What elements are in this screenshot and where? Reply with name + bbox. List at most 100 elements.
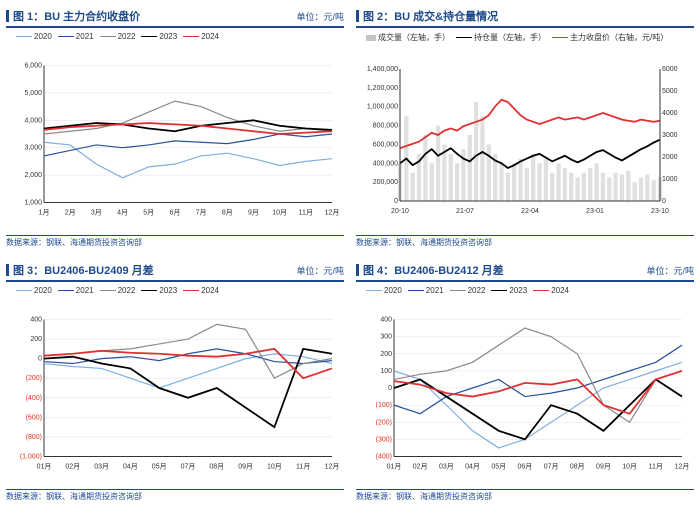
chart2-title-row: 图 2：BU 成交&持仓量情况 xyxy=(356,6,694,28)
svg-text:20-10: 20-10 xyxy=(391,208,409,215)
svg-text:1,000: 1,000 xyxy=(24,200,42,207)
chart3-panel: 图 3：BU2406-BU2409 月差 单位：元/吨 202020212022… xyxy=(6,260,344,502)
chart4-legend: 20202021202220232024 xyxy=(356,284,694,297)
svg-text:7月: 7月 xyxy=(196,209,207,217)
svg-text:0: 0 xyxy=(388,385,392,392)
svg-text:02月: 02月 xyxy=(65,463,80,471)
legend-item: 2023 xyxy=(141,286,177,295)
svg-text:200,000: 200,000 xyxy=(373,179,398,186)
chart1-unit: 单位：元/吨 xyxy=(296,10,344,23)
legend-item: 2024 xyxy=(183,32,219,41)
svg-text:07月: 07月 xyxy=(181,463,196,471)
svg-text:1,200,000: 1,200,000 xyxy=(367,85,398,92)
svg-text:6000: 6000 xyxy=(662,66,678,73)
svg-text:5月: 5月 xyxy=(143,209,154,217)
svg-text:5000: 5000 xyxy=(662,88,678,95)
svg-text:12月: 12月 xyxy=(325,209,340,217)
svg-text:3月: 3月 xyxy=(91,209,102,217)
legend-item: 2023 xyxy=(141,32,177,41)
chart4-title-row: 图 4：BU2406-BU2412 月差 单位：元/吨 xyxy=(356,260,694,282)
legend-item: 2022 xyxy=(100,286,136,295)
svg-text:12月: 12月 xyxy=(675,463,690,471)
chart3: (1,000)(800)(600)(400)(200)020040001月02月… xyxy=(10,299,340,487)
svg-text:6,000: 6,000 xyxy=(24,63,42,70)
legend-item: 2020 xyxy=(16,286,52,295)
svg-text:01月: 01月 xyxy=(387,463,402,471)
svg-text:3000: 3000 xyxy=(662,132,678,139)
svg-text:(200): (200) xyxy=(376,419,392,426)
svg-text:22-04: 22-04 xyxy=(521,208,539,215)
svg-text:05月: 05月 xyxy=(491,463,506,471)
legend-item: 2021 xyxy=(408,286,444,295)
chart3-source: 数据来源：钢联、海通期货投资咨询部 xyxy=(6,489,344,502)
chart4: (400)(300)(200)(100)010020030040001月02月0… xyxy=(360,299,690,487)
svg-text:08月: 08月 xyxy=(570,463,585,471)
svg-text:0: 0 xyxy=(38,356,42,363)
chart1-panel: 图 1：BU 主力合约收盘价 单位：元/吨 202020212022202320… xyxy=(6,6,344,248)
svg-text:10月: 10月 xyxy=(622,463,637,471)
svg-text:12月: 12月 xyxy=(325,463,340,471)
svg-text:11月: 11月 xyxy=(296,463,310,471)
svg-text:06月: 06月 xyxy=(518,463,533,471)
chart1-title: 图 1：BU 主力合约收盘价 xyxy=(13,8,140,24)
svg-text:11月: 11月 xyxy=(649,463,663,471)
svg-text:(1,000): (1,000) xyxy=(20,454,42,461)
chart4-unit: 单位：元/吨 xyxy=(646,264,694,277)
svg-text:(600): (600) xyxy=(26,414,42,421)
svg-text:04月: 04月 xyxy=(123,463,138,471)
svg-text:4000: 4000 xyxy=(662,110,678,117)
title-bar-icon xyxy=(6,264,9,276)
chart1-legend: 20202021202220232024 xyxy=(6,30,344,43)
legend-item: 主力收盘价（右轴，元/吨） xyxy=(552,32,668,43)
svg-text:400: 400 xyxy=(30,317,42,324)
svg-text:(400): (400) xyxy=(376,454,392,461)
svg-text:09月: 09月 xyxy=(596,463,611,471)
svg-text:(400): (400) xyxy=(26,395,42,402)
svg-text:400,000: 400,000 xyxy=(373,160,398,167)
svg-text:6月: 6月 xyxy=(169,209,180,217)
svg-text:3,000: 3,000 xyxy=(24,145,42,152)
chart2-title: 图 2：BU 成交&持仓量情况 xyxy=(363,8,498,24)
svg-text:2000: 2000 xyxy=(662,154,678,161)
legend-item: 2021 xyxy=(58,32,94,41)
legend-item: 2022 xyxy=(450,286,486,295)
svg-text:02月: 02月 xyxy=(413,463,428,471)
svg-text:(800): (800) xyxy=(26,434,42,441)
chart2-legend: 成交量（左轴，手） 持仓量（左轴，手） 主力收盘价（右轴，元/吨） xyxy=(356,30,694,45)
title-bar-icon xyxy=(6,10,9,22)
legend-item: 持仓量（左轴，手） xyxy=(456,32,546,43)
svg-text:(300): (300) xyxy=(376,436,392,443)
chart1: 1,0002,0003,0004,0005,0006,0001月2月3月4月5月… xyxy=(10,45,340,233)
svg-text:11月: 11月 xyxy=(299,209,313,217)
legend-item: 2020 xyxy=(366,286,402,295)
chart3-title-row: 图 3：BU2406-BU2409 月差 单位：元/吨 xyxy=(6,260,344,282)
svg-text:400: 400 xyxy=(380,317,392,324)
legend-item: 2024 xyxy=(183,286,219,295)
svg-text:4,000: 4,000 xyxy=(24,117,42,124)
chart4-panel: 图 4：BU2406-BU2412 月差 单位：元/吨 2020 2021 2022… xyxy=(356,260,694,502)
chart4-title: 图 4：BU2406-BU2412 月差 xyxy=(363,262,504,278)
svg-text:04月: 04月 xyxy=(465,463,480,471)
svg-text:09月: 09月 xyxy=(238,463,253,471)
chart2-panel: 图 2：BU 成交&持仓量情况 成交量（左轴，手） 持仓量（左轴，手） 主力收盘价（… xyxy=(356,6,694,248)
svg-text:0: 0 xyxy=(394,198,398,205)
title-bar-icon xyxy=(356,264,359,276)
svg-text:1000: 1000 xyxy=(662,176,678,183)
chart3-title: 图 3：BU2406-BU2409 月差 xyxy=(13,262,154,278)
svg-text:2月: 2月 xyxy=(65,209,76,217)
chart1-source: 数据来源：钢联、海通期货投资咨询部 xyxy=(6,235,344,248)
chart3-unit: 单位：元/吨 xyxy=(296,264,344,277)
svg-text:0: 0 xyxy=(662,198,666,205)
chart2-source: 数据来源：钢联、海通期货投资咨询部 xyxy=(356,235,694,248)
svg-text:1,400,000: 1,400,000 xyxy=(367,66,398,73)
legend-item: 成交量（左轴，手） xyxy=(366,32,450,43)
svg-text:200: 200 xyxy=(30,336,42,343)
svg-text:100: 100 xyxy=(380,368,392,375)
svg-text:01月: 01月 xyxy=(37,463,52,471)
svg-text:8月: 8月 xyxy=(222,209,233,217)
svg-text:07月: 07月 xyxy=(544,463,559,471)
chart4-source: 数据来源：钢联、海通期货投资咨询部 xyxy=(356,489,694,502)
chart2: 0200,000400,000600,000800,0001,000,0001,… xyxy=(360,47,690,233)
svg-text:(100): (100) xyxy=(376,402,392,409)
legend-item: 2024 xyxy=(533,286,569,295)
